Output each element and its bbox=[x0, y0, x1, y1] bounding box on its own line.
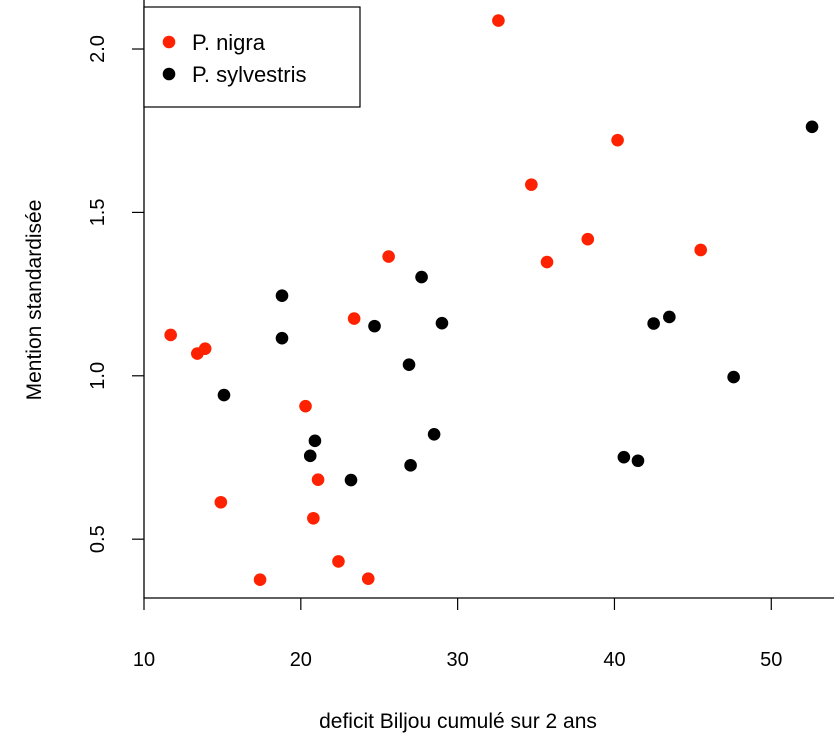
data-point-p-nigra bbox=[214, 495, 228, 509]
y-tick-label: 2.0 bbox=[87, 35, 109, 63]
data-point-p-sylvestris bbox=[404, 459, 417, 472]
y-tick-label: 1.5 bbox=[87, 198, 109, 226]
data-point-p-sylvestris bbox=[402, 358, 416, 371]
data-point-p-nigra bbox=[382, 250, 395, 263]
data-point-p-sylvestris bbox=[308, 434, 322, 448]
data-point-p-nigra bbox=[525, 178, 538, 191]
data-point-p-sylvestris bbox=[727, 370, 740, 384]
data-point-p-sylvestris bbox=[275, 331, 289, 345]
data-point-p-nigra bbox=[299, 399, 312, 413]
data-point-p-nigra bbox=[347, 312, 361, 325]
data-point-p-nigra bbox=[253, 573, 267, 587]
series-p-nigra bbox=[164, 14, 708, 587]
legend-marker-p-sylvestris bbox=[162, 67, 176, 81]
data-point-p-nigra bbox=[540, 255, 554, 269]
data-point-p-sylvestris bbox=[303, 449, 317, 463]
data-point-p-sylvestris bbox=[647, 317, 660, 330]
x-tick-label: 50 bbox=[760, 649, 782, 671]
data-point-p-sylvestris bbox=[631, 454, 645, 468]
x-tick-label: 20 bbox=[290, 649, 312, 671]
y-axis-title: Mention standardisée bbox=[23, 200, 46, 401]
series-p-sylvestris bbox=[217, 120, 819, 487]
data-point-p-sylvestris bbox=[275, 289, 289, 303]
data-points bbox=[164, 14, 819, 587]
data-point-p-sylvestris bbox=[805, 120, 819, 134]
x-axis-title: deficit Biljou cumulé sur 2 ans bbox=[319, 710, 597, 733]
data-point-p-sylvestris bbox=[427, 427, 441, 441]
data-point-p-sylvestris bbox=[617, 450, 631, 464]
x-tick-label: 30 bbox=[447, 649, 469, 671]
data-point-p-nigra bbox=[611, 133, 624, 147]
data-point-p-nigra bbox=[198, 342, 212, 355]
data-point-p-sylvestris bbox=[368, 319, 381, 333]
x-tick-label: 40 bbox=[603, 649, 625, 671]
data-point-p-sylvestris bbox=[217, 388, 231, 402]
data-point-p-nigra bbox=[492, 14, 505, 27]
data-point-p-sylvestris bbox=[344, 473, 358, 487]
legend-box bbox=[143, 6, 361, 108]
x-tick-label: 10 bbox=[133, 649, 155, 671]
data-point-p-sylvestris bbox=[663, 310, 676, 324]
data-point-p-nigra bbox=[311, 473, 325, 487]
legend-label-p-sylvestris: P. sylvestris bbox=[192, 62, 307, 87]
data-point-p-sylvestris bbox=[415, 270, 428, 284]
data-point-p-nigra bbox=[694, 243, 708, 257]
y-tick-label: 1.0 bbox=[87, 362, 109, 390]
data-point-p-nigra bbox=[581, 232, 595, 246]
data-point-p-sylvestris bbox=[435, 316, 449, 330]
data-point-p-nigra bbox=[361, 572, 375, 586]
x-axis: 10 20 30 40 50 bbox=[133, 598, 782, 671]
y-tick-label: 0.5 bbox=[87, 525, 109, 553]
y-axis: 0.5 1.0 1.5 2.0 bbox=[87, 35, 144, 553]
legend-label-p-nigra: P. nigra bbox=[192, 30, 266, 55]
data-point-p-nigra bbox=[307, 511, 320, 525]
data-point-p-nigra bbox=[164, 328, 177, 342]
data-point-p-nigra bbox=[332, 555, 345, 568]
legend: P. nigra P. sylvestris bbox=[143, 6, 361, 108]
legend-marker-p-nigra bbox=[162, 35, 176, 49]
